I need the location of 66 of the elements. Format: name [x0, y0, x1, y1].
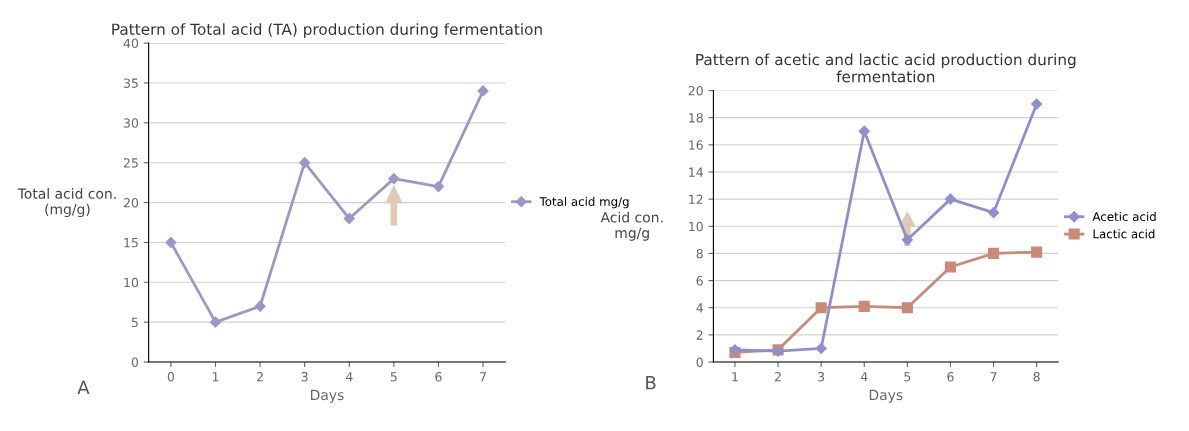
- x-tick-label: 4: [345, 372, 353, 382]
- point: [1031, 246, 1043, 258]
- point: [432, 181, 445, 193]
- point: [165, 236, 177, 249]
- point: [299, 157, 311, 169]
- y-tick-label: 30: [123, 118, 139, 128]
- x-tick-label: 2: [774, 371, 781, 382]
- point: [944, 261, 957, 273]
- y-tick-label: 4: [696, 303, 703, 313]
- x-tick-label: 1: [212, 372, 219, 382]
- point: [858, 125, 870, 137]
- x-tick-label: 1: [732, 372, 738, 382]
- y-axis-title: Acid con. mg/g: [600, 211, 663, 241]
- y-tick-label: 10: [124, 277, 139, 288]
- y-tick-label: 5: [131, 317, 138, 328]
- point: [988, 247, 1000, 259]
- point: [901, 234, 913, 246]
- point: [815, 302, 827, 314]
- chart-title: Pattern of Total acid (TA) production during fermentation: [112, 23, 542, 38]
- y-axis-title: Total acid con. (mg/g): [17, 188, 116, 218]
- point: [343, 212, 355, 225]
- y-tick-label: 25: [123, 158, 138, 168]
- y-tick-label: 15: [124, 238, 138, 248]
- x-tick-label: 3: [301, 371, 308, 382]
- x-tick-label: 4: [860, 372, 868, 382]
- point: [858, 300, 870, 312]
- y-tick-label: 2: [696, 330, 703, 340]
- x-tick-label: 7: [480, 372, 486, 382]
- x-tick-label: 0: [167, 371, 175, 382]
- x-axis-title: Days: [869, 389, 903, 403]
- y-tick-label: 12: [689, 194, 703, 204]
- legend-label: Total acid mg/g: [539, 196, 629, 209]
- y-tick-label: 14: [689, 167, 703, 177]
- x-tick-label: 6: [947, 371, 954, 382]
- y-tick-label: 0: [131, 357, 139, 367]
- point: [815, 342, 827, 355]
- text: A: [77, 380, 90, 394]
- x-tick-label: 3: [818, 371, 825, 382]
- y-tick-label: 10: [689, 221, 703, 232]
- x-tick-label: 7: [990, 372, 997, 382]
- y-tick-label: 40: [123, 38, 139, 49]
- chart-title: Pattern of acetic and lactic acid production during fermentation: [696, 53, 1076, 83]
- y-tick-label: 35: [123, 78, 138, 88]
- point: [944, 193, 957, 205]
- y-tick-label: 16: [689, 140, 703, 150]
- point: [901, 302, 913, 314]
- text: B: [646, 376, 656, 390]
- x-axis-title: Days: [311, 389, 344, 403]
- x-tick-label: 5: [390, 372, 397, 382]
- point: [1031, 98, 1043, 110]
- x-tick-label: 8: [1033, 371, 1040, 382]
- x-tick-label: 5: [904, 372, 911, 382]
- point: [987, 207, 1000, 219]
- y-tick-label: 20: [123, 198, 139, 208]
- legend-label: Acetic acid: [1092, 211, 1156, 222]
- y-tick-label: 6: [696, 276, 703, 286]
- x-tick-label: 2: [257, 371, 263, 382]
- point: [254, 300, 266, 312]
- y-tick-label: 0: [696, 357, 703, 367]
- y-tick-label: 20: [688, 85, 703, 96]
- x-tick-label: 6: [435, 371, 442, 382]
- y-tick-label: 18: [689, 113, 703, 123]
- legend-label: Lactic acid: [1093, 229, 1155, 239]
- point: [209, 316, 222, 328]
- y-tick-label: 8: [696, 248, 703, 259]
- point: [388, 173, 400, 185]
